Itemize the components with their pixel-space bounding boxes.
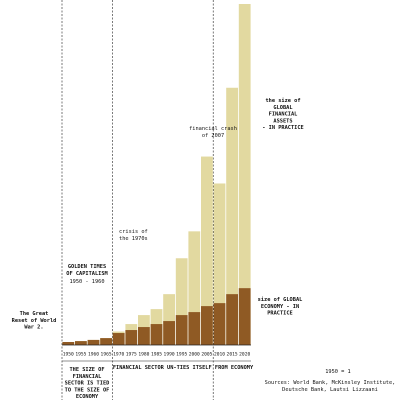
x-tick-label: 1980 [138,352,149,358]
bar [100,338,112,345]
annotation-line: Reset of World [12,317,57,323]
bar [201,156,213,345]
bar [62,342,75,345]
annotation: 1950 - 1960 [69,279,104,285]
annotation: size of GLOBAL ECONOMY - IN PRACTICE [258,297,303,317]
annotation-line: crisis of [119,229,148,235]
bar [75,341,87,345]
annotation-line: The Great [20,311,49,317]
bar [238,4,251,345]
annotation: GOLDEN TIMES OF CAPITALISM [66,264,107,277]
bar [238,288,251,345]
annotation-line: SECTOR IS TIED [65,380,110,386]
bar [201,306,213,345]
bar [175,315,188,345]
annotation-line: financial crash [189,126,237,132]
annotation: financial crash of 2007 [189,126,237,139]
annotation-line: FINANCIAL [73,373,102,379]
annotation-line: Deutsche Bank, Lautsi Lizzaani [282,386,378,392]
annotation-line: the 1970s [119,235,148,241]
x-tick-label: 1990 [164,352,175,358]
annotation-line: ECONOMY [76,394,99,400]
annotation-line: TO THE SIZE OF [65,387,110,393]
annotation-line: FINANCIAL [269,111,298,117]
annotation-line: PRACTICE [267,310,293,316]
x-tick-label: 2015 [227,352,238,358]
x-tick-label: 1960 [88,352,99,358]
x-tick-label: 1965 [101,352,112,358]
bar [150,324,163,345]
bar [226,87,238,345]
annotation: The Great Reset of World War 2. [12,311,57,331]
annotation: Sources: World Bank, McKinsley Institute… [265,380,396,393]
annotation: crisis of the 1970s [119,229,148,242]
annotation-line: GOLDEN TIMES [68,264,106,270]
annotation-line: - IN PRACTICE [262,125,303,131]
annotation: FINANCIAL SECTOR UN-TIES ITSELF FROM ECO… [113,365,254,371]
x-tick-label: 2005 [201,352,212,358]
annotation: THE SIZE OF FINANCIAL SECTOR IS TIED TO THE… [65,367,110,400]
annotation: the size of GLOBAL FINANCIAL ASSETS - IN PRA… [262,98,303,131]
x-tick-label: 1995 [176,352,187,358]
x-tick-label: 2020 [239,352,250,358]
bar [87,339,100,345]
annotation-line: 1950 = 1 [325,369,351,375]
x-tick-label: 1970 [113,352,124,358]
annotation-line: THE SIZE OF [69,367,104,373]
bar [138,327,150,345]
bar [175,258,188,345]
annotation-line: War 2. [24,324,43,330]
bar [163,294,175,345]
annotation-line: the size of [265,98,300,104]
x-tick-label: 2000 [189,352,200,358]
bar [213,183,226,345]
annotation-line: Sources: World Bank, McKinsley Institute… [265,380,396,386]
annotation-line: FINANCIAL SECTOR UN-TIES ITSELF FROM ECO… [113,365,254,371]
bar [188,231,201,345]
annotation-line: ECONOMY - IN [261,303,299,309]
x-tick-label: 2010 [214,352,225,358]
bar [226,294,238,345]
bar [163,321,175,345]
x-tick-label: 1955 [75,352,86,358]
bar [213,303,226,345]
annotation: 1950 = 1 [325,369,351,375]
annotation-line: size of GLOBAL [258,297,303,303]
bar [188,312,201,345]
x-tick-label: 1950 [63,352,74,358]
x-tick-label: 1985 [151,352,162,358]
annotation-line: OF CAPITALISM [66,270,107,276]
bar [112,333,125,345]
bar [125,330,138,345]
x-tick-label: 1975 [126,352,137,358]
annotation-line: 1950 - 1960 [69,279,104,285]
annotation-line: of 2007 [202,132,224,138]
annotation-line: ASSETS [273,118,292,124]
annotation-line: GLOBAL [273,104,292,110]
